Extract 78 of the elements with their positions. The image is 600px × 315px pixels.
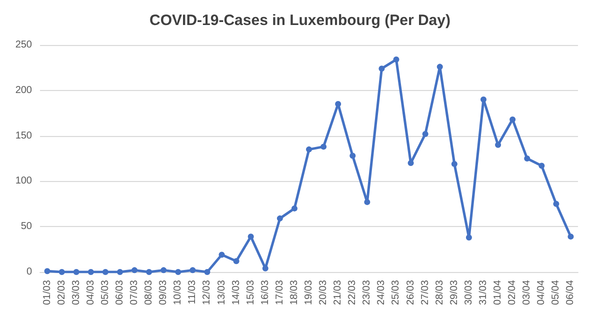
x-tick-label: 05/04 — [550, 280, 562, 306]
chart-title: COVID-19-Cases in Luxembourg (Per Day) — [150, 12, 450, 29]
x-tick-label: 23/03 — [362, 280, 373, 306]
point — [233, 258, 240, 264]
x-tick-label: 15/03 — [245, 280, 256, 306]
point — [510, 116, 516, 122]
x-tick-label: 31/03 — [478, 280, 489, 306]
x-tick-label: 14/03 — [230, 280, 242, 306]
x-tick-label: 10/03 — [172, 280, 184, 306]
x-tick-label: 19/03 — [304, 280, 314, 306]
x-tick-label: 01/04 — [492, 280, 504, 306]
x-tick-label: 06/04 — [565, 280, 576, 306]
x-tick-label: 28/03 — [434, 280, 446, 306]
x-tick-label: 18/03 — [288, 280, 300, 306]
point — [480, 96, 486, 102]
x-tick-label: 07/03 — [129, 280, 140, 306]
x-tick-label: 17/03 — [274, 280, 286, 306]
point — [276, 215, 283, 222]
point — [190, 267, 196, 274]
point — [524, 156, 530, 162]
y-tick-label: 250 — [15, 40, 32, 50]
y-tick-label: 200 — [15, 84, 32, 96]
x-tick-label: 22/03 — [347, 280, 358, 306]
point — [422, 130, 428, 137]
point — [538, 162, 545, 169]
y-tick-label: 100 — [15, 176, 32, 187]
x-tick-label: 09/03 — [158, 280, 170, 306]
point — [364, 199, 370, 206]
point — [378, 66, 385, 72]
x-tick-label: 04/04 — [536, 280, 548, 306]
point — [58, 269, 65, 275]
x-tick-label: 01/03 — [42, 280, 53, 306]
point — [350, 152, 356, 159]
x-tick-label: 30/03 — [463, 280, 474, 306]
point — [436, 64, 443, 70]
x-tick-label: 04/03 — [85, 280, 96, 306]
point — [495, 142, 502, 148]
point — [175, 269, 182, 275]
point — [204, 269, 210, 275]
x-tick-label: 21/03 — [332, 280, 344, 306]
point — [116, 269, 123, 275]
x-tick-label: 02/04 — [507, 280, 518, 306]
x-tick-label: 26/03 — [405, 280, 416, 306]
point — [218, 252, 225, 258]
x-tick-label: 05/03 — [100, 280, 111, 306]
x-tick-label: 24/03 — [376, 280, 388, 306]
x-tick-label: 20/03 — [318, 280, 330, 306]
x-tick-label: 03/03 — [70, 280, 82, 306]
x-tick-label: 11/03 — [187, 280, 198, 304]
point — [291, 205, 298, 212]
x-tick-label: 25/03 — [390, 280, 402, 306]
point — [160, 267, 167, 274]
point — [320, 144, 327, 150]
x-tick-label: 29/03 — [448, 280, 460, 306]
point — [408, 160, 414, 166]
x-tick-label: 06/03 — [114, 280, 126, 306]
point — [393, 56, 400, 63]
x-tick-label: 02/03 — [56, 280, 68, 306]
point — [306, 146, 312, 152]
point — [88, 269, 94, 275]
point — [248, 234, 254, 240]
y-tick-label: 150 — [15, 130, 32, 142]
x-tick-label: 16/03 — [260, 280, 271, 306]
point — [553, 200, 560, 207]
point — [451, 160, 458, 167]
point — [44, 268, 50, 274]
point — [102, 269, 108, 275]
x-tick-label: 27/03 — [420, 280, 431, 306]
y-tick-label: 0 — [26, 266, 32, 278]
point — [132, 267, 138, 274]
x-tick-label: 03/04 — [522, 280, 533, 306]
x-tick-label: 12/03 — [202, 280, 213, 306]
x-tick-label: 08/03 — [144, 280, 155, 306]
y-tick-label: 50 — [20, 221, 32, 232]
point — [146, 269, 152, 275]
point — [73, 269, 80, 275]
point — [568, 234, 574, 240]
x-tick-label: 13/03 — [216, 280, 228, 306]
